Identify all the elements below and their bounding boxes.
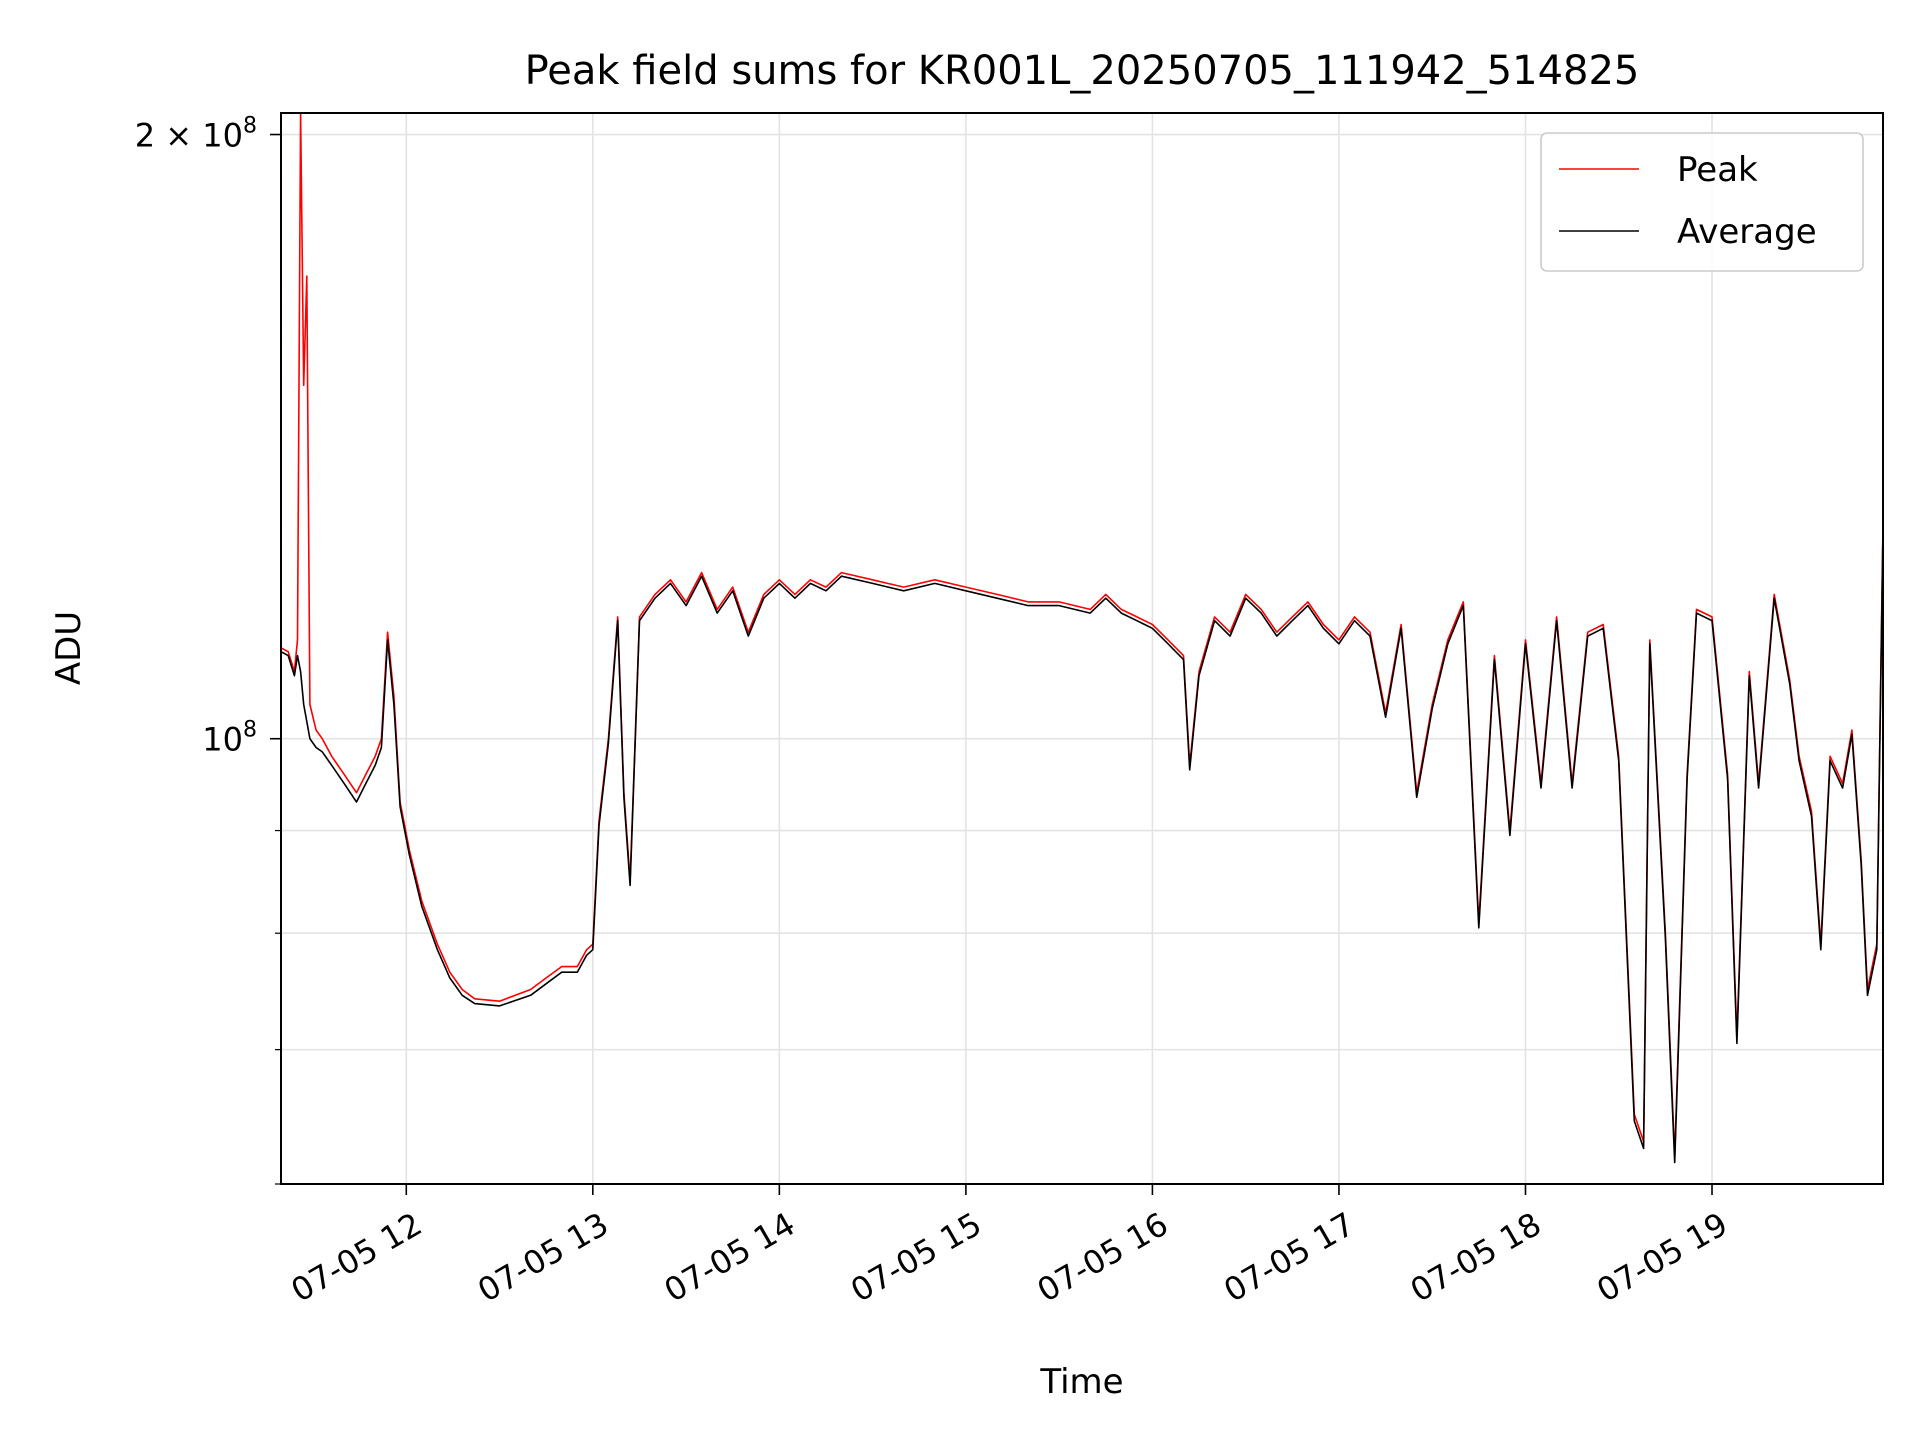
y-tick-label-base: 2 × 10 <box>135 117 243 155</box>
legend-box <box>1540 132 1864 272</box>
y-tick-label-base: 10 <box>202 721 243 759</box>
x-axis-label: Time <box>1039 1362 1123 1402</box>
chart-title: Peak field sums for KR001L_20250705_1119… <box>525 48 1640 94</box>
y-axis-label: ADU <box>49 611 89 685</box>
legend: Peak Average <box>1540 132 1864 272</box>
y-tick-label: 2 × 108 <box>135 114 257 155</box>
series-layer <box>281 113 1883 1164</box>
legend-label-average: Average <box>1677 212 1817 252</box>
y-tick-label-exponent: 8 <box>243 718 257 743</box>
y-tick-label: 108 <box>202 718 257 759</box>
plot-frame <box>280 112 1884 1185</box>
series-line-average <box>281 524 1883 1164</box>
legend-label-peak: Peak <box>1677 150 1758 190</box>
y-tick-label-exponent: 8 <box>243 114 257 139</box>
